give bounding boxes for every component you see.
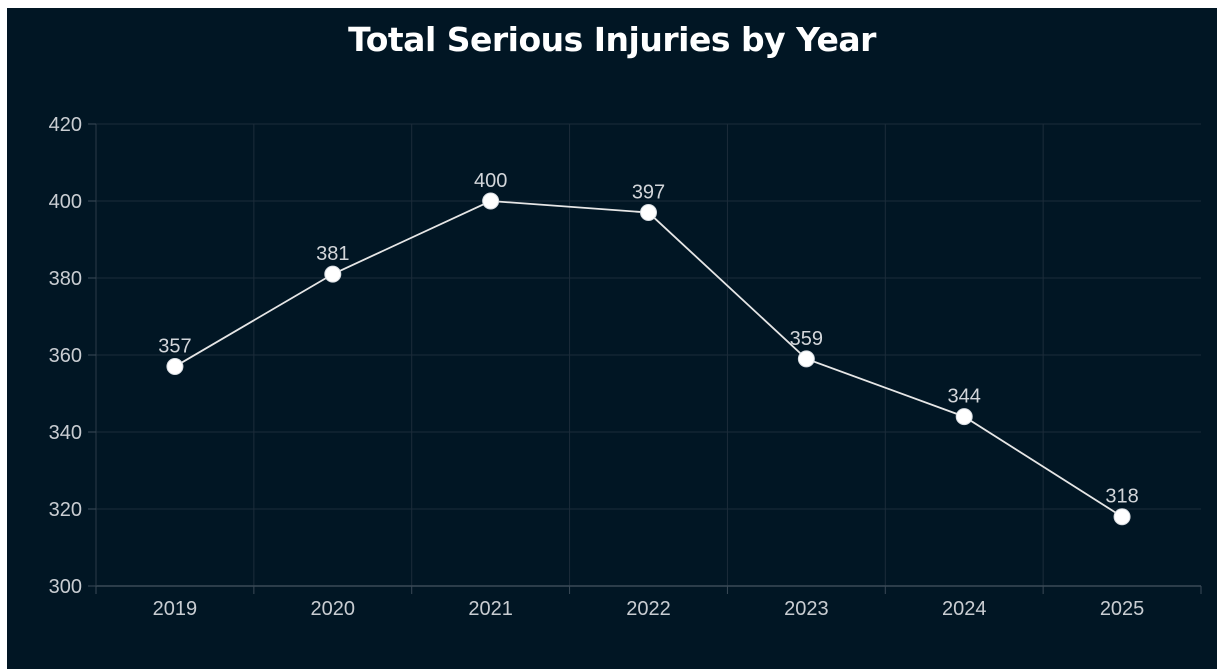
y-tick-label: 300 (49, 576, 82, 598)
data-label: 318 (1105, 486, 1138, 508)
data-point (482, 192, 500, 210)
data-point (166, 358, 184, 376)
data-label: 344 (948, 386, 981, 408)
data-labels: 357 381 400 397 359 344 318 (158, 170, 1139, 508)
x-tick-label: 2024 (942, 598, 987, 620)
x-tick-label: 2021 (468, 598, 513, 620)
data-label: 357 (158, 336, 191, 358)
x-tick-label: 2020 (311, 598, 356, 620)
data-point (955, 408, 973, 426)
data-point (324, 265, 342, 283)
grid-lines (96, 123, 1201, 586)
y-axis-ticks: 300 320 340 360 380 400 420 (49, 114, 96, 598)
data-label: 400 (474, 170, 507, 192)
y-tick-label: 420 (49, 114, 82, 136)
y-tick-label: 380 (49, 268, 82, 290)
x-tick-label: 2025 (1100, 598, 1145, 620)
y-tick-label: 360 (49, 345, 82, 367)
data-label: 381 (316, 243, 349, 265)
chart-panel (7, 8, 1217, 669)
x-tick-label: 2019 (153, 598, 198, 620)
y-tick-label: 340 (49, 422, 82, 444)
data-label: 397 (632, 182, 665, 204)
data-point (797, 350, 815, 368)
y-tick-label: 400 (49, 191, 82, 213)
data-point (640, 204, 657, 222)
series (166, 192, 1131, 526)
data-point (1113, 508, 1131, 526)
x-axis-ticks: 2019 2020 2021 2022 2023 2024 2025 (95, 586, 1202, 620)
data-label: 359 (790, 328, 823, 350)
x-tick-label: 2022 (626, 598, 671, 620)
x-tick-label: 2023 (784, 598, 829, 620)
chart-title: Total Serious Injuries by Year (348, 20, 876, 59)
y-tick-label: 320 (49, 499, 82, 521)
